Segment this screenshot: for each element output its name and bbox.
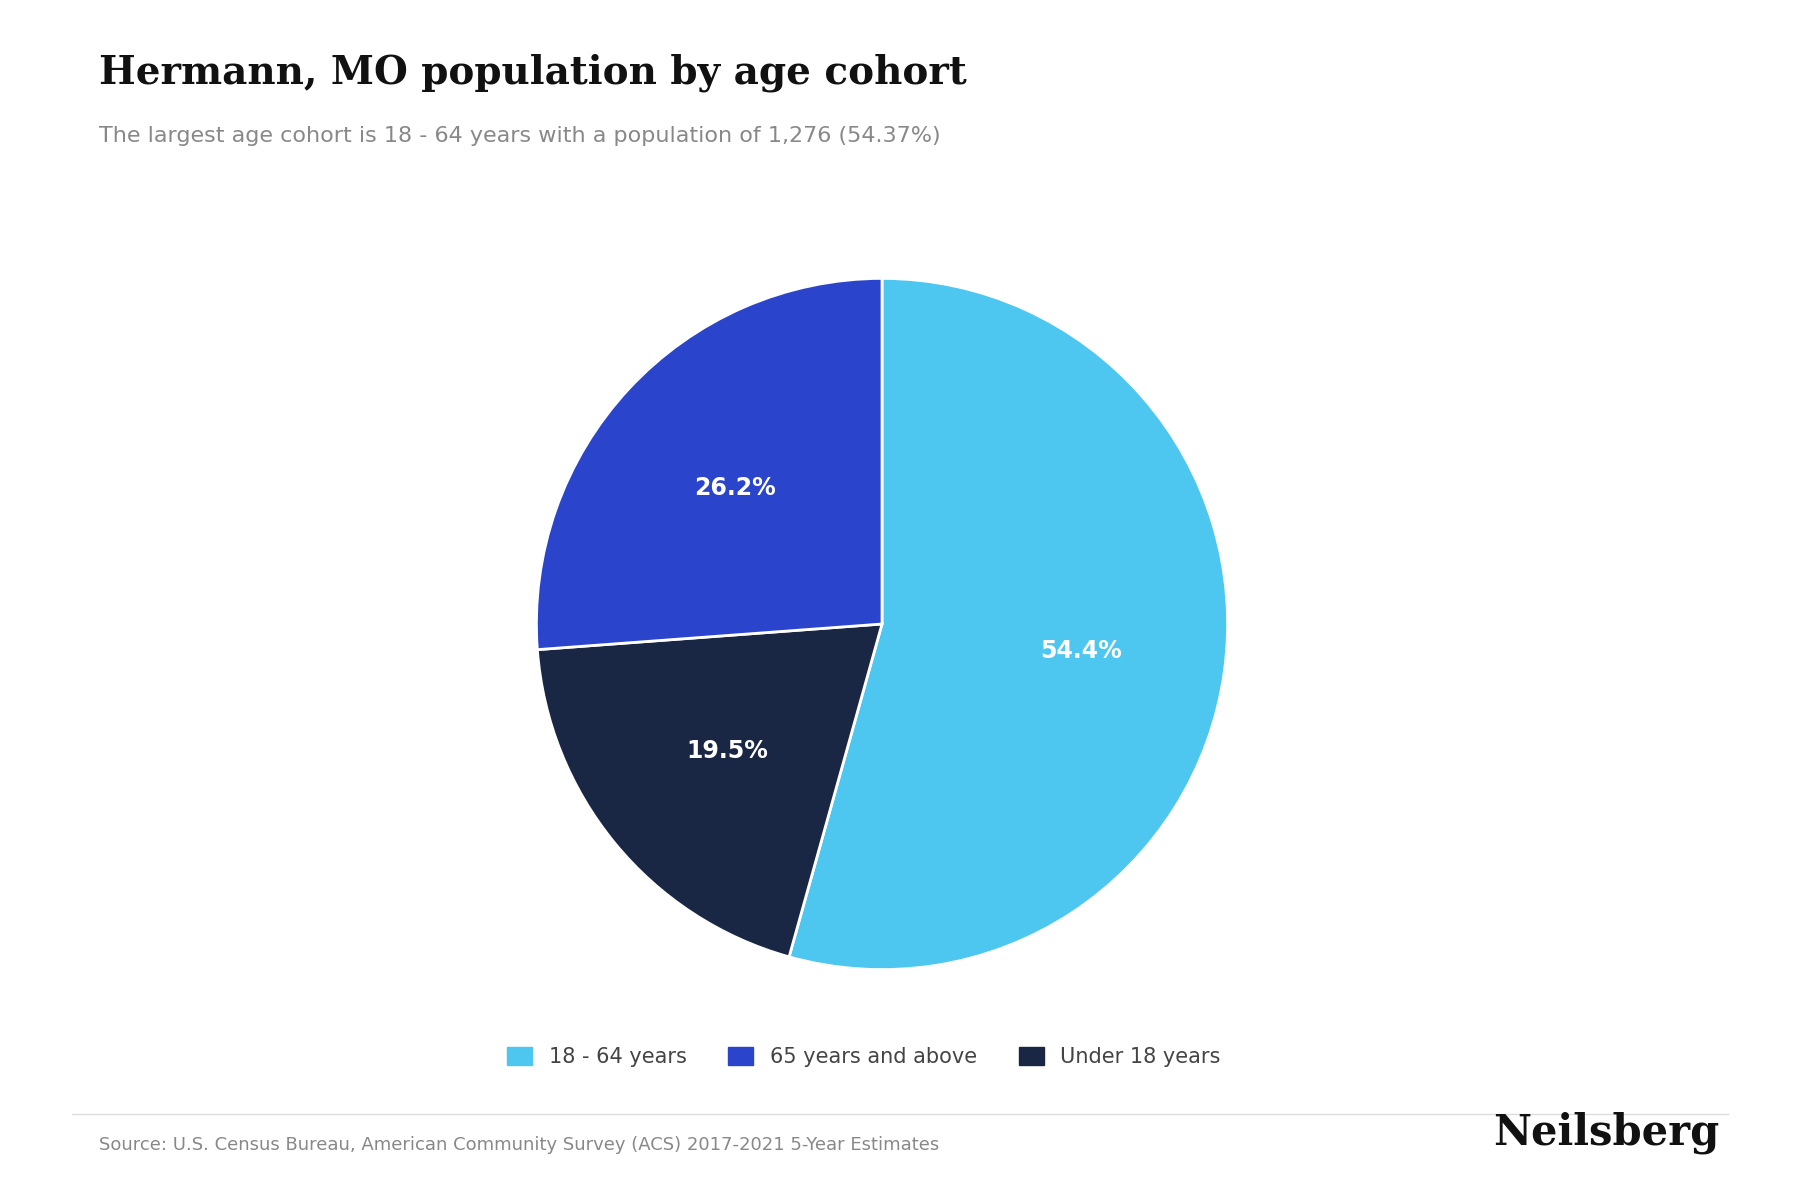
Wedge shape xyxy=(536,278,882,649)
Text: Hermann, MO population by age cohort: Hermann, MO population by age cohort xyxy=(99,54,967,92)
Wedge shape xyxy=(788,278,1228,970)
Text: 19.5%: 19.5% xyxy=(686,739,769,763)
Wedge shape xyxy=(538,624,882,956)
Text: Neilsberg: Neilsberg xyxy=(1492,1112,1719,1154)
Text: Source: U.S. Census Bureau, American Community Survey (ACS) 2017-2021 5-Year Est: Source: U.S. Census Bureau, American Com… xyxy=(99,1136,940,1154)
Legend: 18 - 64 years, 65 years and above, Under 18 years: 18 - 64 years, 65 years and above, Under… xyxy=(499,1038,1229,1075)
Text: 26.2%: 26.2% xyxy=(695,475,776,499)
Text: The largest age cohort is 18 - 64 years with a population of 1,276 (54.37%): The largest age cohort is 18 - 64 years … xyxy=(99,126,941,146)
Text: 54.4%: 54.4% xyxy=(1040,640,1121,664)
